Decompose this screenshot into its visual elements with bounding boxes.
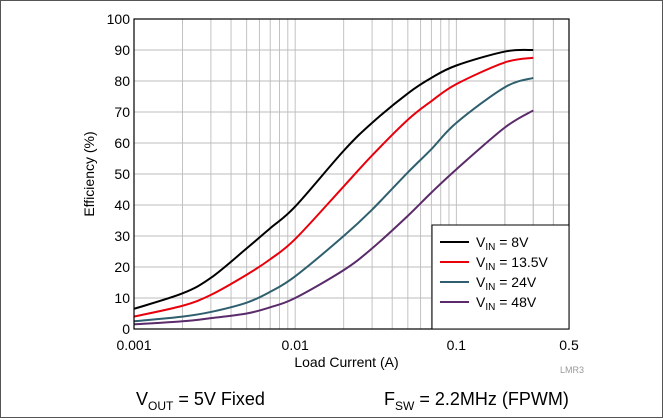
x-tick-label: 0.1 (447, 337, 467, 353)
vout-main: V (136, 389, 148, 409)
y-tick-label: 10 (114, 290, 130, 306)
series-line-2 (133, 56, 534, 318)
legend-label-3: VIN = 24V (476, 274, 537, 293)
x-tick-label: 0.01 (282, 337, 309, 353)
y-tick-label: 40 (114, 197, 130, 213)
y-tick-label: 100 (107, 11, 131, 27)
y-tick-label: 30 (114, 228, 130, 244)
series-line-3 (133, 76, 534, 323)
fsw-main: F (384, 389, 395, 409)
fsw-sub: SW (395, 399, 415, 413)
series-line-4 (133, 109, 534, 326)
legend-label-2: VIN = 13.5V (476, 254, 549, 273)
fsw-annotation: FSW = 2.2MHz (FPWM) (384, 389, 569, 413)
vout-rest: = 5V Fixed (173, 389, 265, 409)
figure-code: LMR3 (560, 365, 584, 375)
legend-label-4: VIN = 48V (476, 294, 537, 313)
plot-border (133, 18, 570, 330)
series-line-1 (133, 48, 534, 310)
y-tick-label: 70 (114, 104, 130, 120)
series-layer (133, 48, 534, 326)
y-tick-label: 60 (114, 135, 130, 151)
vout-annotation: VOUT = 5V Fixed (136, 389, 265, 413)
y-axis-title: Efficiency (%) (81, 131, 97, 216)
legend-label-1: VIN = 8V (476, 234, 529, 253)
x-tick-label: 0.001 (116, 337, 151, 353)
y-tick-label: 0 (122, 321, 130, 337)
fsw-rest: = 2.2MHz (FPWM) (414, 389, 569, 409)
x-axis-title: Load Current (A) (294, 354, 398, 370)
vout-sub: OUT (148, 399, 174, 413)
y-tick-label: 50 (114, 166, 130, 182)
x-tick-label: 0.5 (559, 337, 579, 353)
y-tick-label: 90 (114, 42, 130, 58)
tick-label-layer: 0 10 20 30 40 50 60 70 80 90 100 0.001 0.01 0.1 0.5 (107, 11, 579, 353)
y-tick-label: 80 (114, 73, 130, 89)
y-tick-label: 20 (114, 259, 130, 275)
